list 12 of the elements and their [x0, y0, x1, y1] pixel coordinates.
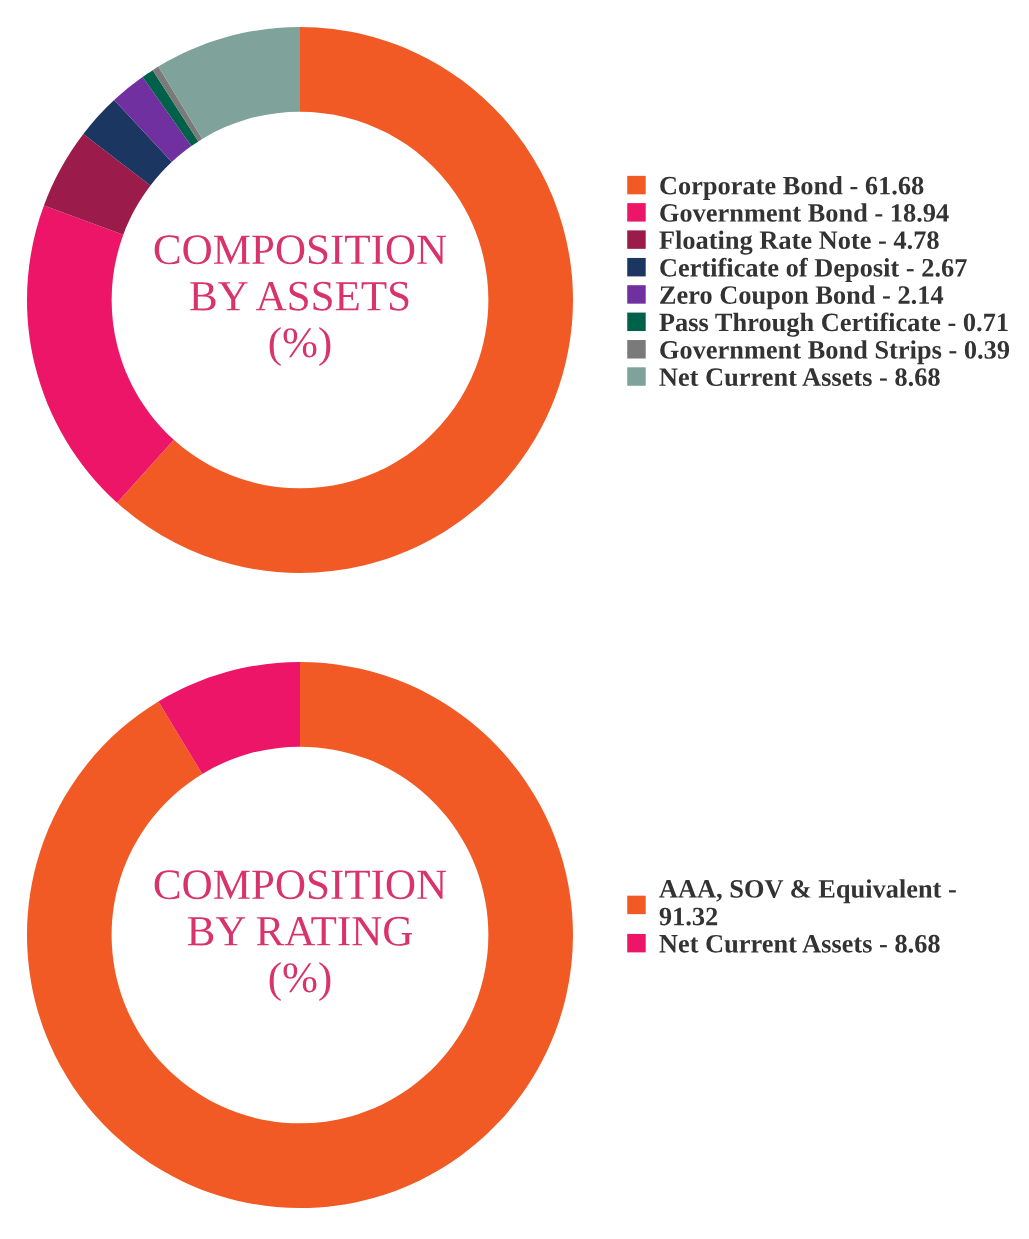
- legend-label: AAA, SOV & Equivalent - 91.32: [659, 879, 956, 926]
- legend-label: Floating Rate Note - 4.78: [659, 230, 939, 255]
- legend-label: Zero Coupon Bond - 2.14: [660, 285, 944, 310]
- legend-label: Net Current Assets - 8.68: [659, 934, 940, 953]
- text: COMPOSITION BY RATING (%): [154, 870, 447, 1002]
- legend-label: Government Bond - 18.94: [660, 203, 949, 222]
- legend-label: Net Current Assets - 8.68: [659, 368, 940, 387]
- legend-label: Government Bond Strips - 0.39: [660, 340, 1010, 365]
- text: COMPOSITION BY ASSETS (%): [154, 235, 447, 367]
- legend-label: Corporate Bond - 61.68: [660, 176, 924, 200]
- legend-label: Pass Through Certificate - 0.71: [659, 312, 1008, 337]
- legend-label: Certificate of Deposit - 2.67: [660, 257, 967, 283]
